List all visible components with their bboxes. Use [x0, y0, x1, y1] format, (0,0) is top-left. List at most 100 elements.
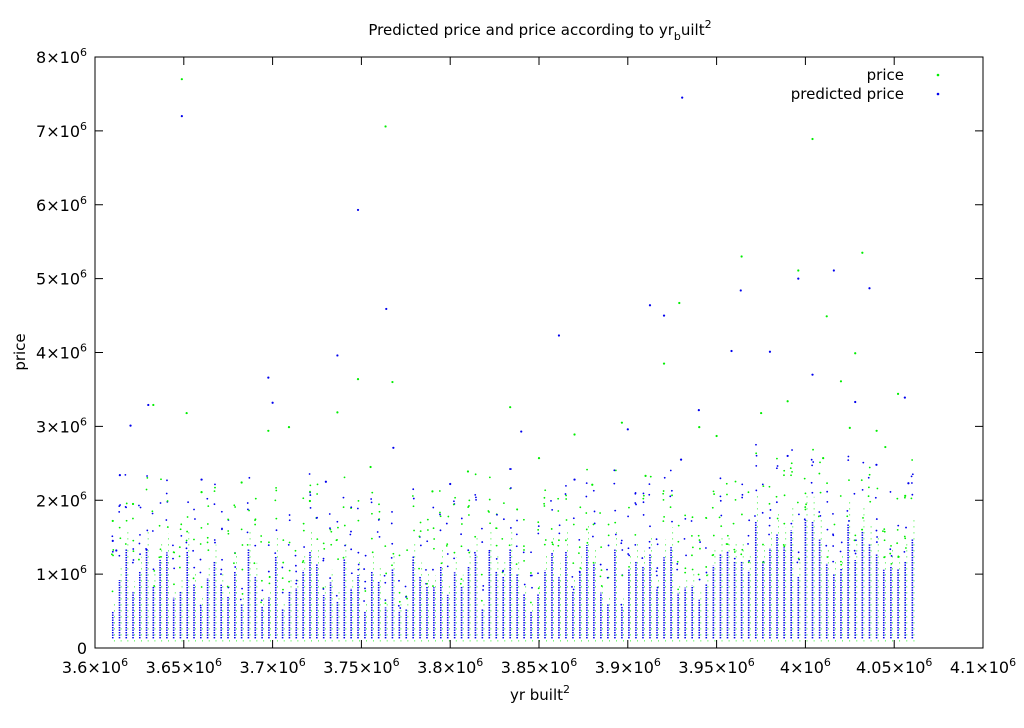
- point-predicted-price: [200, 478, 203, 481]
- band-outlier: [330, 530, 333, 533]
- band-outlier: [741, 483, 744, 486]
- band-outlier: [433, 547, 435, 550]
- band-outlier: [876, 487, 879, 490]
- band-outlier: [911, 459, 914, 461]
- band-outlier: [634, 492, 637, 494]
- band-outlier: [419, 530, 422, 533]
- band-outlier: [627, 515, 629, 518]
- point-predicted-price: [854, 400, 857, 404]
- band-outlier: [663, 515, 666, 518]
- band-outlier: [178, 566, 181, 569]
- band-outlier: [798, 513, 800, 516]
- band-outlier: [187, 501, 190, 504]
- band-outlier: [316, 538, 319, 540]
- band-outlier: [260, 599, 263, 602]
- band-outlier: [364, 580, 367, 583]
- band-outlier: [370, 537, 373, 540]
- band-outlier: [268, 541, 270, 544]
- band-outlier: [883, 530, 886, 533]
- point-predicted-price: [875, 463, 878, 466]
- band-outlier: [432, 506, 435, 509]
- band-outlier: [656, 543, 659, 546]
- legend-marker: [936, 92, 940, 96]
- band-outlier: [111, 535, 114, 538]
- band-outlier: [530, 572, 532, 574]
- band-outlier: [282, 588, 284, 591]
- band-outlier: [783, 494, 786, 497]
- chart-title-main: Predicted price and price according to y…: [368, 21, 674, 39]
- band-outlier: [747, 534, 750, 537]
- band-outlier: [903, 535, 906, 538]
- band-outlier: [883, 539, 886, 542]
- band-outlier: [789, 467, 792, 470]
- band-outlier: [199, 571, 202, 574]
- band-outlier: [551, 552, 553, 555]
- band-outlier: [473, 551, 476, 554]
- band-outlier: [199, 543, 202, 545]
- band-outlier: [261, 589, 264, 592]
- band-outlier: [447, 515, 450, 518]
- band-outlier: [241, 587, 243, 590]
- band-outlier: [221, 527, 223, 530]
- band-outlier: [343, 476, 346, 479]
- band-outlier: [571, 575, 574, 578]
- band-outlier: [748, 559, 751, 562]
- band-outlier: [145, 548, 148, 551]
- band-outlier: [378, 503, 380, 506]
- band-outlier: [747, 561, 750, 564]
- band-outlier: [227, 518, 229, 521]
- y-tick-label: 5×106: [36, 268, 87, 289]
- band-outlier: [124, 543, 127, 545]
- band-outlier: [579, 567, 582, 569]
- band-outlier: [356, 507, 359, 510]
- point-price: [904, 494, 907, 497]
- band-outlier: [690, 520, 693, 522]
- band-outlier: [910, 482, 913, 484]
- y-tick-label: 2×106: [36, 489, 87, 510]
- band-outlier: [288, 569, 291, 572]
- band-outlier: [363, 568, 366, 570]
- band-outlier: [159, 548, 162, 551]
- band-outlier: [790, 474, 792, 477]
- band-outlier: [537, 587, 540, 590]
- band-outlier: [173, 567, 176, 570]
- band-outlier: [607, 523, 610, 526]
- band-outlier: [221, 558, 223, 561]
- band-outlier: [495, 544, 498, 547]
- band-outlier: [418, 535, 421, 538]
- x-tick-label: 3.75×106: [323, 656, 399, 677]
- band-outlier: [138, 504, 140, 507]
- band-outlier: [397, 604, 400, 607]
- band-outlier: [691, 516, 694, 519]
- band-outlier: [819, 514, 822, 517]
- band-outlier: [445, 544, 448, 547]
- band-outlier: [460, 533, 462, 536]
- band-outlier: [832, 560, 835, 563]
- band-outlier: [811, 464, 814, 467]
- band-outlier: [303, 546, 306, 548]
- band-outlier: [371, 551, 374, 554]
- band-outlier: [847, 459, 850, 462]
- band-outlier: [620, 542, 623, 545]
- band-outlier: [275, 529, 278, 532]
- band-outlier: [160, 478, 162, 481]
- band-outlier: [910, 497, 913, 500]
- band-outlier: [586, 541, 589, 544]
- band-outlier: [185, 541, 188, 544]
- band-outlier: [419, 521, 422, 524]
- band-outlier: [111, 590, 114, 593]
- band-outlier: [467, 549, 470, 552]
- band-outlier: [551, 541, 554, 544]
- band-outlier: [335, 539, 338, 542]
- band-outlier: [323, 547, 326, 550]
- band-outlier: [316, 483, 319, 486]
- band-outlier: [817, 515, 820, 518]
- band-outlier: [530, 551, 532, 554]
- band-outlier: [593, 522, 596, 525]
- band-outlier: [329, 528, 332, 531]
- x-axis-label-sup: 2: [563, 683, 570, 696]
- band-outlier: [179, 528, 182, 531]
- band-outlier: [747, 543, 749, 545]
- band-outlier: [357, 499, 360, 502]
- band-outlier: [139, 506, 142, 509]
